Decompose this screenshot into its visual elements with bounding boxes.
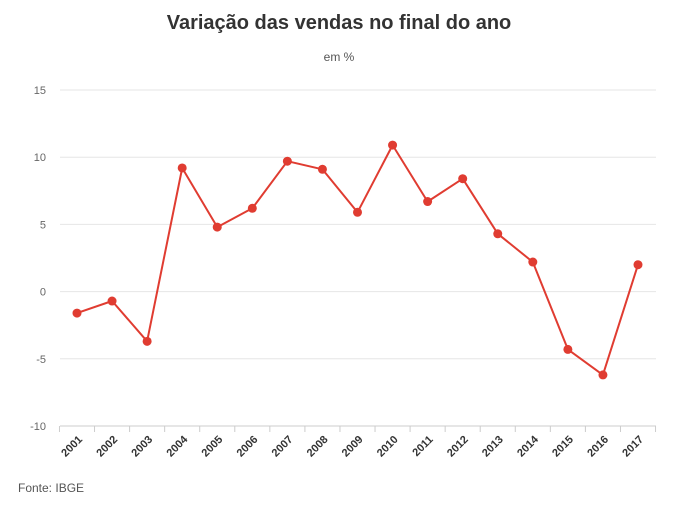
x-tick-label: 2007 [270,434,296,460]
x-tick-label: 2013 [480,434,506,460]
data-point[interactable] [423,197,433,207]
chart-subtitle: em % [323,50,355,64]
data-point[interactable] [493,229,503,239]
x-tick-label: 2017 [620,434,646,460]
x-tick-label: 2011 [410,434,435,459]
data-point[interactable] [353,207,362,217]
x-tick-label: 2016 [585,434,611,460]
chart-title: Variação das vendas no final do ano [166,12,512,34]
x-tick-label: 2009 [340,434,366,460]
series-line-layer [76,144,639,376]
data-point[interactable] [72,308,82,318]
x-tick-label: 2002 [94,434,120,460]
x-tick-label: 2014 [515,433,541,459]
source-note: Fonte: IBGE [18,481,85,495]
data-point[interactable] [563,344,573,354]
x-tick-label: 2005 [200,434,226,460]
x-axis: 2001 2002 2003 2004 2005 2006 2007 2008 2009 2010… [58,426,657,460]
y-tick-label: 0 [40,287,46,299]
x-tick-label: 2015 [550,434,576,460]
data-point[interactable] [528,257,538,267]
data-point[interactable] [142,336,152,346]
y-axis: 15 10 5 0 -5 -10 [30,85,46,433]
data-point[interactable] [177,163,187,173]
series-line [76,144,639,376]
y-tick-label: 5 [40,219,46,231]
y-tick-label: -5 [36,354,46,366]
data-point[interactable] [212,222,222,232]
x-tick-label: 2001 [59,434,85,460]
x-tick-label: 2003 [129,434,155,460]
data-point[interactable] [317,164,327,174]
data-point[interactable] [458,174,468,184]
y-tick-label: -10 [30,421,46,433]
x-tick-label: 2008 [305,434,331,460]
data-point[interactable] [598,370,608,380]
data-point[interactable] [247,203,257,213]
x-tick-label: 2012 [445,434,471,460]
x-tick-label: 2004 [165,433,191,459]
data-point[interactable] [107,296,117,306]
data-points [72,140,643,380]
y-tick-label: 15 [34,85,46,97]
x-tick-label: 2010 [375,434,401,460]
gridlines [60,89,656,427]
data-point[interactable] [633,260,643,270]
data-point[interactable] [282,156,292,166]
x-tick-label: 2006 [235,434,261,460]
y-tick-label: 10 [34,152,46,164]
data-point[interactable] [388,140,398,150]
